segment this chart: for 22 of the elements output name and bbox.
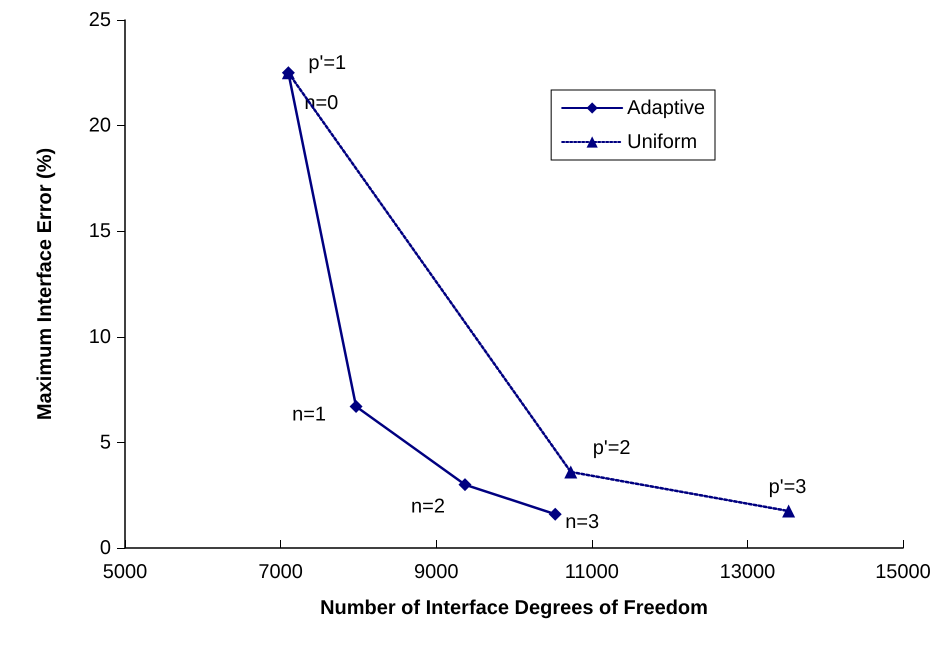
annotation: p'=2 xyxy=(592,436,631,459)
y-tick-label: 0 xyxy=(100,537,111,559)
y-tick-label: 10 xyxy=(88,326,111,348)
y-tick-label: 15 xyxy=(88,220,111,242)
y-tick-label: 5 xyxy=(100,431,111,454)
annotation: n=2 xyxy=(411,496,445,518)
annotation: n=3 xyxy=(565,511,600,534)
x-tick-label: 7000 xyxy=(258,561,303,583)
x-tick-label: 9000 xyxy=(414,561,458,583)
annotation: p'=3 xyxy=(768,476,806,498)
legend-label: Uniform xyxy=(627,131,698,153)
y-tick-label: 25 xyxy=(88,9,111,31)
legend-label: Adaptive xyxy=(627,97,706,119)
x-tick-label: 5000 xyxy=(102,561,148,583)
y-axis-title: Maximum Interface Error (%) xyxy=(34,148,56,420)
annotation: n=1 xyxy=(292,403,326,426)
x-axis-title: Number of Interface Degrees of Freedom xyxy=(320,597,708,619)
annotation: p'=1 xyxy=(308,52,346,74)
x-tick-label: 11000 xyxy=(564,561,619,583)
x-tick-label: 15000 xyxy=(875,561,931,583)
x-tick-label: 13000 xyxy=(720,561,776,583)
y-tick-label: 20 xyxy=(88,114,111,137)
